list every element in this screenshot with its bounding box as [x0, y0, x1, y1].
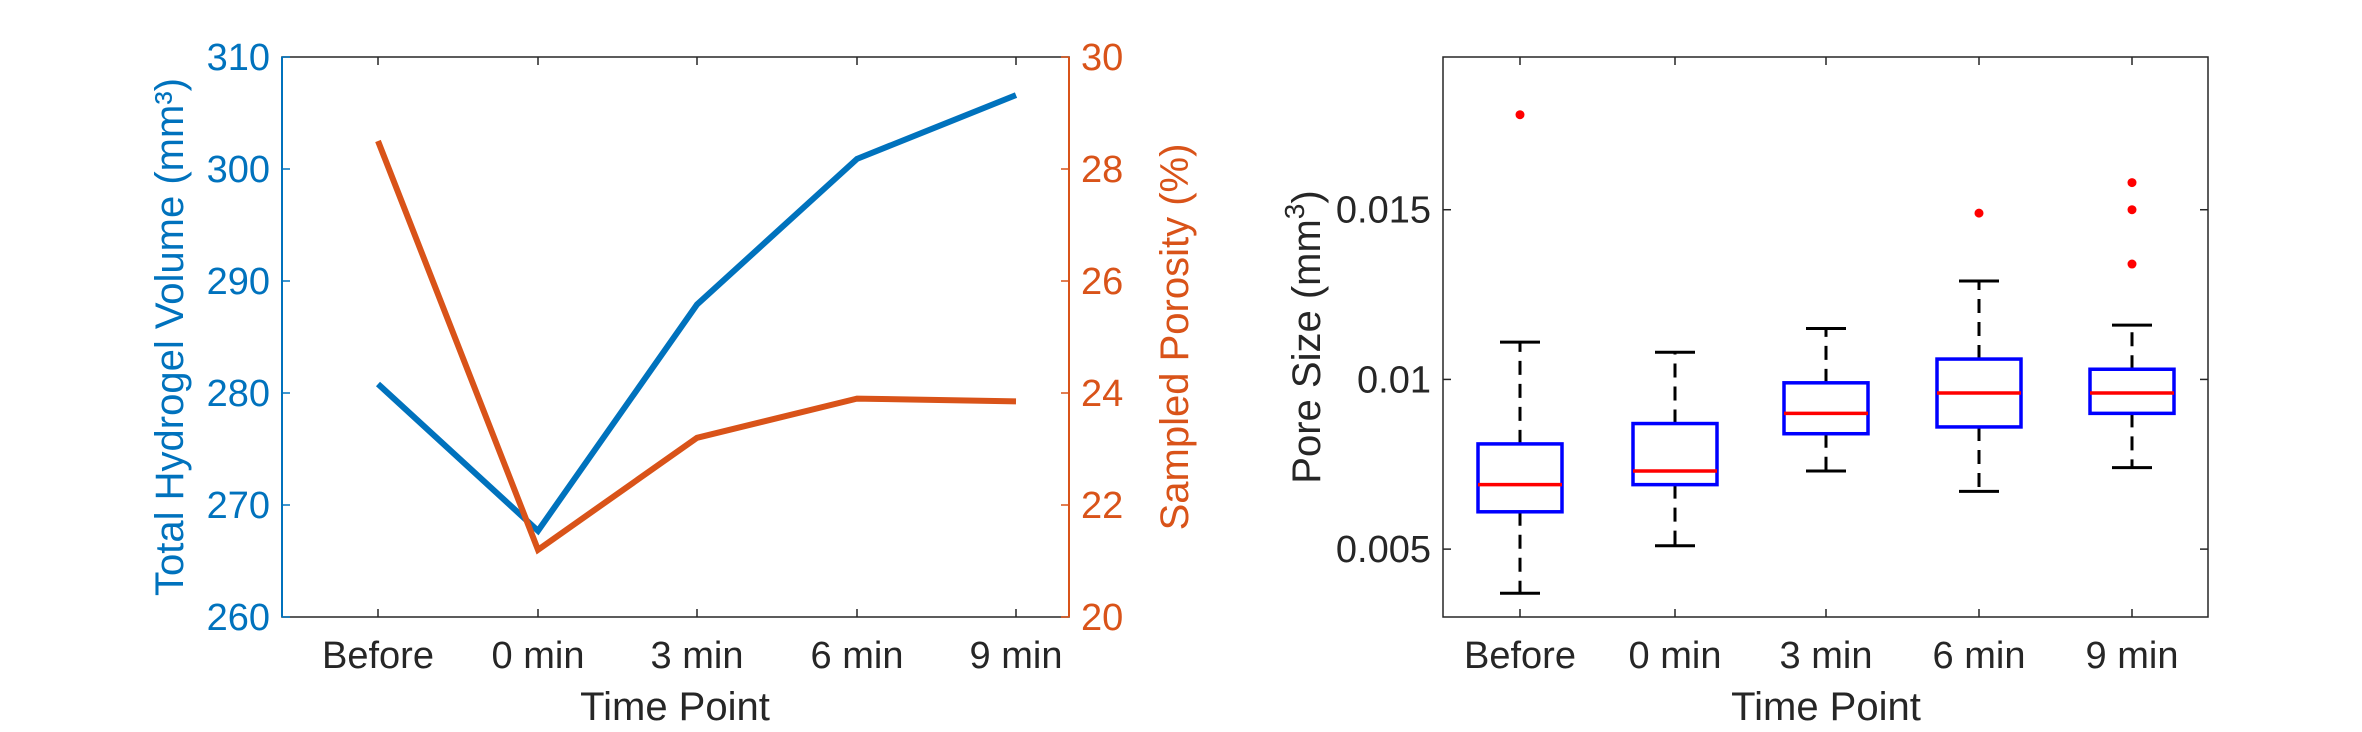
box-plot-y-axis-title: Pore Size (mm3)	[1279, 190, 1329, 483]
box-plot: Before 0 min 3 min 6 min 9 min 0.005 0.01 0.01…	[1279, 56, 2209, 729]
box-plot-x-axis-title: Time Point	[1731, 685, 1921, 729]
line-chart-right-y-tick-label: 20	[1081, 597, 1123, 639]
line-chart-series	[375, 92, 1018, 555]
box-plot-x-tick-label: 6 min	[1933, 635, 2026, 677]
box-plot-outlier	[2127, 205, 2137, 215]
box-plot-group	[1782, 327, 1870, 473]
line-chart-x-tick-label: Before	[322, 635, 434, 677]
box-plot-group	[1935, 208, 2023, 493]
line-chart-x-axis-title: Time Point	[580, 685, 770, 729]
box-plot-y-ticks: 0.005 0.01 0.015	[1336, 190, 2208, 571]
box-plot-box	[1631, 421, 1719, 487]
box-plot-group	[1476, 110, 1564, 595]
box-plot-y-axis-title-main: Pore Size (mm	[1285, 219, 1329, 484]
line-chart: Before 0 min 3 min 6 min 9 min 260 270 280 290 3…	[148, 37, 1197, 729]
line-chart-right-y-tick-label: 24	[1081, 373, 1123, 415]
box-plot-outlier	[1515, 110, 1525, 120]
line-chart-right-y-ticks: 20 22 24 26 28 30	[1061, 37, 1123, 639]
line-chart-x-tick-label: 9 min	[970, 635, 1063, 677]
box-plot-boxes	[1476, 110, 2176, 595]
line-chart-right-y-tick-label: 30	[1081, 37, 1123, 79]
box-plot-group	[2088, 178, 2176, 470]
line-chart-left-y-tick-label: 300	[207, 149, 270, 191]
line-chart-right-y-tick-label: 28	[1081, 149, 1123, 191]
line-chart-x-ticks: Before 0 min 3 min 6 min 9 min	[322, 57, 1062, 677]
box-plot-x-tick-label: 0 min	[1629, 635, 1722, 677]
line-chart-left-y-tick-label: 310	[207, 37, 270, 79]
box-plot-box	[1476, 442, 1564, 514]
box-plot-y-tick-label: 0.005	[1336, 529, 1431, 571]
box-plot-x-ticks: Before 0 min 3 min 6 min 9 min	[1464, 57, 2178, 677]
box-plot-y-tick-label: 0.01	[1357, 359, 1431, 401]
line-chart-left-y-tick-label: 260	[207, 597, 270, 639]
line-chart-right-y-tick-label: 22	[1081, 485, 1123, 527]
porosity-line	[375, 139, 1017, 555]
box-plot-y-tick-label: 0.015	[1336, 190, 1431, 232]
box-plot-box	[1782, 381, 1870, 436]
line-chart-x-tick-label: 6 min	[811, 635, 904, 677]
line-chart-left-y-tick-label: 270	[207, 485, 270, 527]
box-plot-plot-area	[1442, 56, 2209, 618]
line-chart-left-y-ticks: 260 270 280 290 300 310	[207, 37, 290, 639]
line-chart-x-tick-label: 3 min	[651, 635, 744, 677]
box-plot-outlier	[2127, 178, 2137, 188]
box-plot-y-axis-title-superscript: 3	[1279, 204, 1310, 220]
line-chart-left-y-tick-label: 280	[207, 373, 270, 415]
hydrogel-volume-line	[375, 92, 1018, 536]
box-plot-group	[1631, 350, 1719, 548]
box-plot-x-tick-label: 3 min	[1780, 635, 1873, 677]
box-plot-x-tick-label: 9 min	[2086, 635, 2179, 677]
box-plot-x-tick-label: Before	[1464, 635, 1576, 677]
line-chart-left-y-axis-title: Total Hydrogel Volume (mm³)	[148, 78, 192, 596]
box-plot-outlier	[1974, 208, 1984, 218]
line-chart-right-y-tick-label: 26	[1081, 261, 1123, 303]
box-plot-y-axis-title-close: )	[1285, 190, 1329, 203]
line-chart-right-y-axis-title: Sampled Porosity (%)	[1153, 144, 1197, 531]
box-plot-outlier	[2127, 259, 2137, 269]
line-chart-x-tick-label: 0 min	[492, 635, 585, 677]
line-chart-left-y-tick-label: 290	[207, 261, 270, 303]
